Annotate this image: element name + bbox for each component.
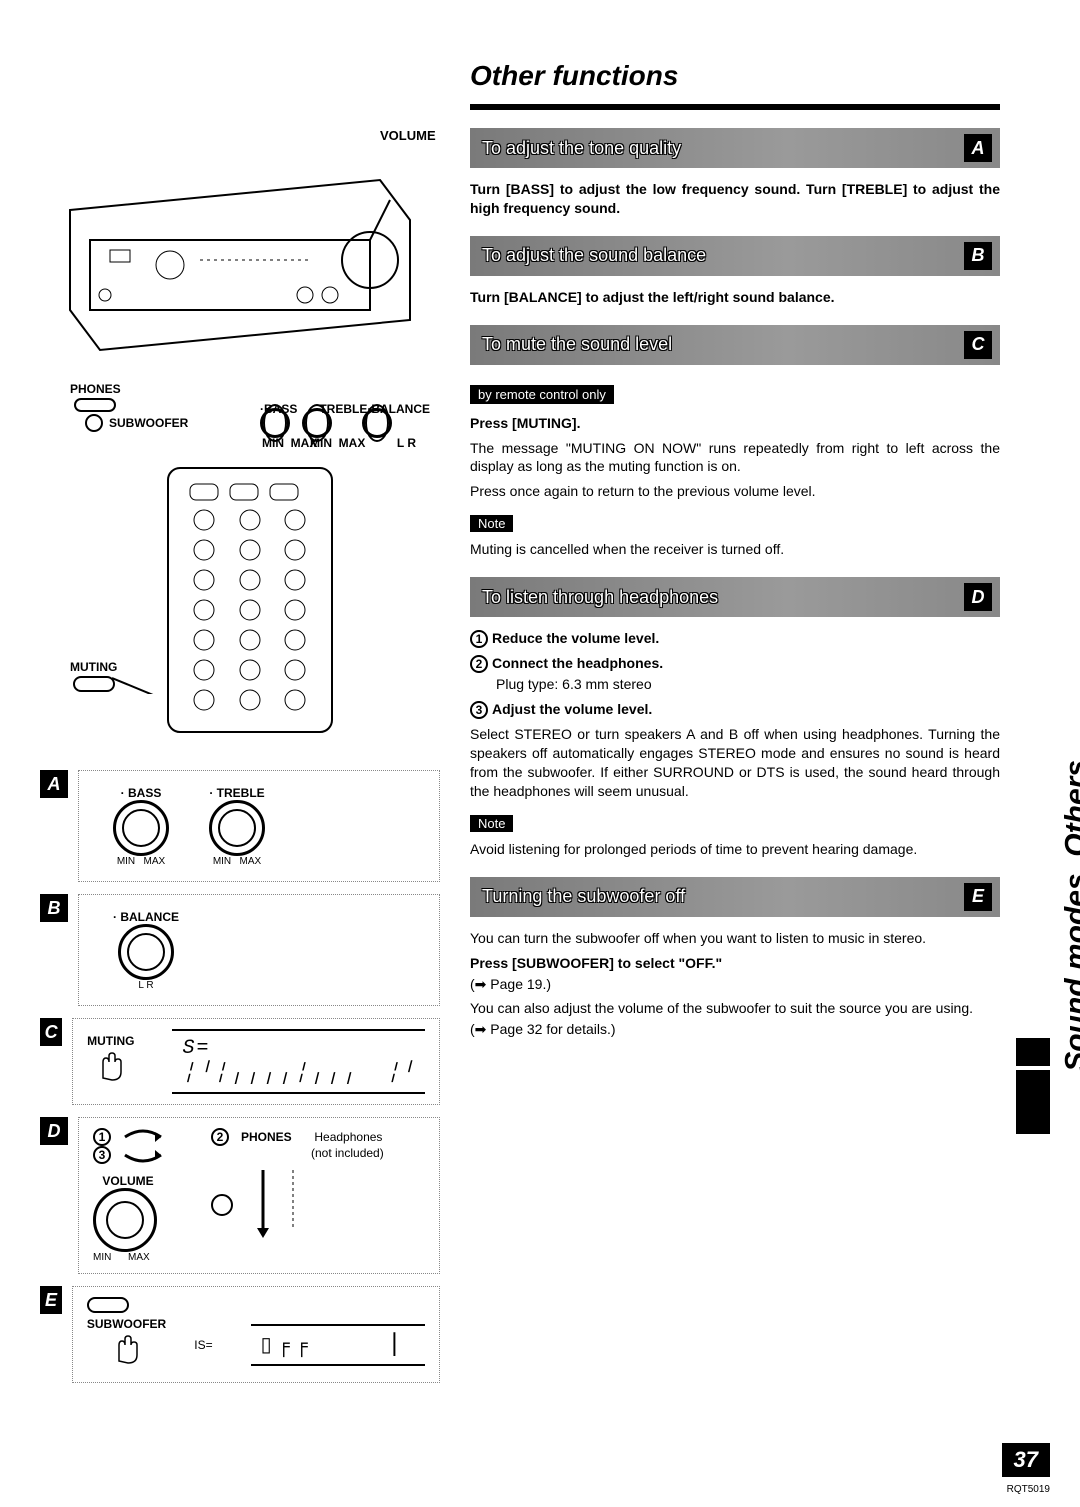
remote-diagram: MUTING bbox=[160, 460, 340, 740]
text-b: Turn [BALANCE] to adjust the left/right … bbox=[470, 288, 1000, 307]
right-text-column: Other functions To adjust the tone quali… bbox=[460, 60, 1000, 1387]
muting-msg: The message "MUTING ON NOW" runs repeate… bbox=[470, 439, 1000, 477]
e-intro: You can turn the subwoofer off when you … bbox=[470, 929, 1000, 948]
side-tab: Sound modes, Others bbox=[1060, 760, 1080, 1072]
panel-d: 1 3 VOLUME MIN MAX 2 bbox=[78, 1117, 440, 1274]
d-para: Select STEREO or turn speakers A and B o… bbox=[470, 725, 1000, 801]
lcd-off: ▯╒╒▏ bbox=[251, 1324, 425, 1366]
e-para: You can also adjust the volume of the su… bbox=[470, 999, 1000, 1018]
step1: 1Reduce the volume level. bbox=[470, 629, 1000, 648]
panel-c: MUTING S= ╎╵╎╷╷╷╷╎╷╷╷ ╎╵ bbox=[72, 1018, 440, 1105]
min-max-2: MIN MAX bbox=[310, 436, 365, 450]
hand-icon-2 bbox=[109, 1331, 145, 1367]
badge-d: D bbox=[40, 1117, 68, 1145]
page-title: Other functions bbox=[470, 60, 1000, 92]
note-c: Muting is cancelled when the receiver is… bbox=[470, 540, 1000, 559]
note-tag-d: Note bbox=[470, 815, 513, 832]
step2sub: Plug type: 6.3 mm stereo bbox=[496, 675, 1000, 694]
tag-remote-only: by remote control only bbox=[470, 385, 614, 404]
hand-icon bbox=[93, 1048, 129, 1084]
step3: 3Adjust the volume level. bbox=[470, 700, 1000, 719]
note-tag-c: Note bbox=[470, 515, 513, 532]
banner-d: To listen through headphones D bbox=[470, 577, 1000, 617]
lcd-muting: S= ╎╵╎╷╷╷╷╎╷╷╷ ╎╵ bbox=[172, 1029, 425, 1094]
callout-phones: PHONES bbox=[70, 382, 121, 412]
panel-a: · BASS MIN MAX · TREBLE MIN MAX bbox=[78, 770, 440, 882]
badge-b: B bbox=[40, 894, 68, 922]
e-ref1: (➡ Page 19.) bbox=[470, 975, 1000, 994]
side-marker-2 bbox=[1016, 1070, 1050, 1134]
e-press: Press [SUBWOOFER] to select "OFF." bbox=[470, 954, 1000, 973]
page-number: 37 bbox=[1002, 1443, 1050, 1477]
left-diagram-column: VOLUME PHONES bbox=[40, 60, 440, 1387]
lr-label: L R bbox=[397, 436, 416, 450]
note-d: Avoid listening for prolonged periods of… bbox=[470, 840, 1000, 859]
e-ref2: (➡ Page 32 for details.) bbox=[470, 1020, 1000, 1039]
text-a: Turn [BASS] to adjust the low frequency … bbox=[470, 180, 1000, 218]
banner-b: To adjust the sound balance B bbox=[470, 236, 1000, 276]
badge-c: C bbox=[40, 1018, 62, 1046]
badge-e: E bbox=[40, 1286, 62, 1314]
banner-c: To mute the sound level C bbox=[470, 325, 1000, 365]
banner-e: Turning the subwoofer off E bbox=[470, 877, 1000, 917]
panel-b: · BALANCE L R bbox=[78, 894, 440, 1006]
callout-muting: MUTING bbox=[70, 660, 117, 692]
step2: 2Connect the headphones. bbox=[470, 654, 1000, 673]
callout-subwoofer: SUBWOOFER bbox=[85, 414, 188, 432]
banner-a: To adjust the tone quality A bbox=[470, 128, 1000, 168]
receiver-diagram: PHONES SUBWOOFER ·BASS ·TREBLE ·BALANCE … bbox=[40, 140, 440, 410]
panel-e: SUBWOOFER IS= ▯╒╒▏ bbox=[72, 1286, 440, 1383]
side-marker-1 bbox=[1016, 1038, 1050, 1066]
badge-a: A bbox=[40, 770, 68, 798]
press-muting: Press [MUTING]. bbox=[470, 414, 1000, 433]
doc-code: RQT5019 bbox=[1007, 1484, 1050, 1495]
muting-again: Press once again to return to the previo… bbox=[470, 482, 1000, 501]
title-rule bbox=[470, 104, 1000, 110]
